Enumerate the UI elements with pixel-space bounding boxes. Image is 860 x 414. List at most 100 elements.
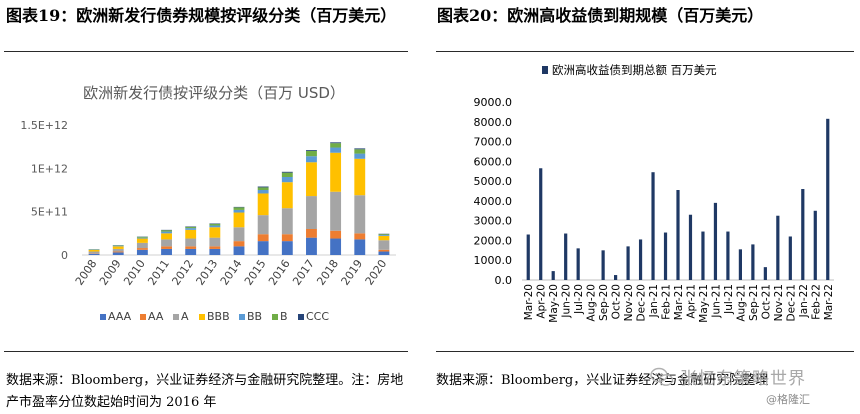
watermark-handle: @格隆汇 [766,391,810,407]
bar-segment-bb [282,177,293,182]
watermark-name: 张忆东策略世界 [680,364,806,389]
bar-segment-aaa [113,252,124,255]
bar-segment-b [161,230,172,231]
bar-segment-bbb [306,162,317,196]
x-tick-label: Oct-21 [760,284,772,319]
bar [751,244,754,280]
bar [739,249,742,280]
x-tick-label: Feb-21 [661,284,673,320]
wechat-icon [650,366,674,388]
bar-segment-a [258,215,269,234]
legend-label: AA [148,310,164,323]
legend-label: 欧洲高收益债到期总额 百万美元 [552,63,717,77]
bar-segment-bb [161,232,172,234]
source-note-left: 数据来源：Bloomberg，兴业证券经济与金融研究院整理。注：房地产市盈率分位… [6,370,416,414]
bar-segment-ccc [282,172,293,173]
x-tick-label: Aug-20 [586,284,598,322]
x-tick-label: 2012 [169,257,196,287]
bar-segment-bb [209,226,220,228]
y-tick-label: 4000.0 [474,195,513,208]
bar-segment-bbb [113,246,124,249]
x-tick-label: Nov-21 [773,284,785,321]
x-tick-label: May-21 [698,284,710,323]
bar-segment-aaa [354,239,365,255]
x-tick-label: 2008 [73,257,100,287]
bar [726,232,729,280]
bar-segment-ccc [258,187,269,188]
bar [676,190,679,280]
bar-segment-aa [137,248,148,250]
bar-segment-aaa [137,250,148,255]
legend-label: A [181,310,189,323]
x-tick-label: 2020 [363,257,390,287]
x-tick-label: Mar-21 [673,284,685,320]
bar-segment-bbb [354,159,365,195]
bar-segment-a [113,249,124,252]
x-tick-label: Jun-20 [561,284,573,319]
figure-19-heading: 图表19：欧洲新发行债券规模按评级分类（百万美元） [6,5,411,27]
bar [552,271,555,280]
bar-segment-ccc [354,148,365,149]
x-axis-labels: 2008200920102011201220132014201520162017… [73,257,390,287]
x-tick-label: 2016 [266,257,293,287]
bar-segment-aaa [185,249,196,255]
bar-segment-aa [282,234,293,241]
bar-segment-a [306,196,317,229]
bar [664,233,667,280]
x-tick-label: Mar-22 [823,284,835,320]
x-tick-label: 2010 [121,257,148,287]
y-tick-label: 8000.0 [474,116,513,129]
legend-swatch [272,314,278,320]
y-tick-label: 6000.0 [474,155,513,168]
maturity-bar-chart: 欧洲高收益债到期总额 百万美元 0.01000.02000.03000.0400… [436,52,852,345]
legend-label: BBB [207,310,230,323]
x-tick-label: 2019 [339,257,366,287]
bar-segment-bb [234,210,245,213]
bar-segment-aaa [258,241,269,255]
bar-segment-aa [185,246,196,249]
bar-segment-b [209,224,220,226]
y-tick-label: 7000.0 [474,136,513,149]
bar-segment-bbb [89,250,100,252]
bar-stacks [89,142,390,255]
x-tick-label: 2017 [290,257,317,287]
x-tick-label: Dec-20 [636,284,648,321]
legend-swatch [173,314,179,320]
x-tick-label: Jul-20 [573,284,585,315]
legend-swatch [298,314,304,320]
legend-label: BB [247,310,262,323]
bar-segment-aa [378,250,389,252]
bar-segment-aaa [89,254,100,255]
x-tick-label: Sep-21 [748,284,760,321]
bar-segment-aa [306,229,317,238]
bar-segment-a [330,192,341,231]
bar-segment-aa [113,252,124,253]
bar-segment-aaa [161,249,172,255]
bar [689,215,692,280]
bar [776,216,779,280]
bar-segment-aa [330,231,341,239]
bar-segment-bb [306,156,317,162]
x-tick-label: Aug-21 [735,284,747,322]
legend-swatch [542,66,548,74]
bar-segment-a [234,227,245,241]
figure-20-heading: 图表20：欧洲高收益债到期规模（百万美元） [437,5,852,27]
bar-segment-b [185,227,196,228]
legend-swatch [239,314,245,320]
bar [602,250,605,280]
bar-segment-a [185,239,196,247]
x-tick-label: Nov-20 [623,284,635,321]
y-tick-label: 1.5E+12 [20,119,68,132]
bar [701,232,704,280]
bar-segment-a [137,243,148,248]
bar-segment-ccc [330,142,341,143]
bar [639,239,642,280]
y-tick-label: 0 [61,249,68,262]
bar-segment-bb [185,228,196,230]
bar-segment-bb [137,238,148,239]
bar-segment-bbb [378,236,389,240]
